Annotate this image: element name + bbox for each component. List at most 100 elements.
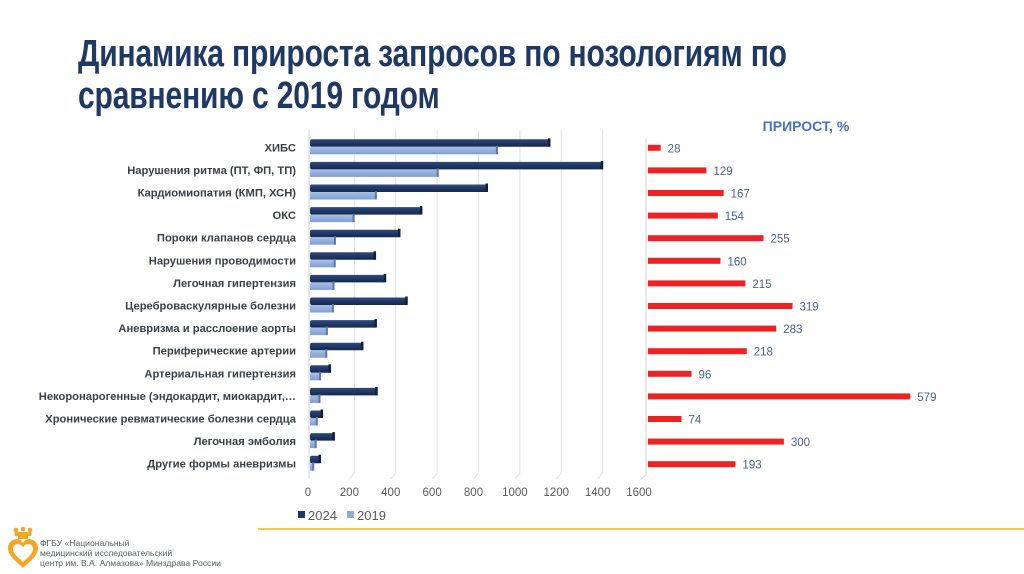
gridline-floor <box>431 472 438 480</box>
bar-2024-end-cap <box>383 273 387 283</box>
heart-crown-logo-icon <box>8 526 38 568</box>
bar-2024-end-cap <box>328 364 331 373</box>
bar-2019-end-cap <box>331 304 334 313</box>
gridline-floor <box>348 472 355 480</box>
bar-2019 <box>310 146 498 155</box>
bar-2024 <box>310 184 488 192</box>
growth-bar <box>648 416 682 422</box>
growth-data-label: 215 <box>752 279 771 291</box>
bar-2019-end-cap <box>436 168 439 177</box>
bar-2019-end-cap <box>312 462 315 471</box>
bar-2019-end-cap <box>332 281 335 290</box>
bar-2024 <box>310 207 422 215</box>
bar-2019-end-cap <box>374 191 377 200</box>
organization-name-line-3: центр им. В.А. Алмазова» Минздрава Росси… <box>40 558 221 568</box>
x-tick-label: 400 <box>381 487 400 499</box>
bar-2019-end-cap <box>333 236 336 245</box>
bar-2019 <box>310 350 327 358</box>
bar-2024-end-cap <box>318 454 322 464</box>
growth-data-label: 283 <box>783 324 802 336</box>
bar-2024 <box>310 139 550 147</box>
growth-chart-title: ПРИРОСТ, % <box>763 118 850 134</box>
category-label: Некоронарогенные (эндокардит, миокардит,… <box>39 391 296 403</box>
gridline-floor <box>597 472 604 480</box>
growth-data-label: 167 <box>731 189 750 201</box>
slide-title: Динамика прироста запросов по нозологиям… <box>78 33 787 117</box>
bar-2024 <box>310 229 400 238</box>
category-label: Пороки клапанов сердца <box>157 233 297 245</box>
growth-bar <box>648 393 911 400</box>
growth-bar <box>648 235 764 242</box>
bar-2024-end-cap <box>600 160 604 170</box>
x-tick-label: 1000 <box>502 487 528 499</box>
bar-2024-end-cap <box>405 296 408 305</box>
bar-2024-end-cap <box>547 138 551 147</box>
growth-bar <box>648 370 692 377</box>
category-label: Артериальная гипертензия <box>144 368 296 380</box>
left-chart-legend: 2024 2019 <box>298 508 386 523</box>
bar-2019 <box>310 214 355 223</box>
growth-data-label: 319 <box>800 302 819 314</box>
bar-2024-end-cap <box>332 432 335 441</box>
category-label: Аневризма и расслоение аорты <box>118 323 296 335</box>
bar-2024 <box>310 387 378 396</box>
bar-2024-end-cap <box>397 228 401 238</box>
bar-2019-end-cap <box>333 258 336 268</box>
gridline-floor <box>473 472 479 480</box>
bar-2019 <box>310 237 336 245</box>
bar-2024-end-cap <box>375 386 378 396</box>
bar-2024 <box>310 433 335 441</box>
growth-bar <box>648 144 661 151</box>
bar-2024-end-cap <box>360 341 364 351</box>
left-chart-category-labels: ХИБС Нарушения ритма (ПТ, ФП, ТП) Кардиоми… <box>39 142 297 470</box>
gridline-floor <box>514 472 521 480</box>
growth-data-label: 28 <box>668 143 681 155</box>
growth-bar <box>648 257 721 264</box>
x-tick-label: 1600 <box>626 487 652 499</box>
bar-2024-end-cap <box>419 206 423 215</box>
bar-2024 <box>310 365 331 373</box>
footer-divider <box>258 528 1024 530</box>
organization-name-line-2: медицинский исследовательский <box>40 548 173 558</box>
growth-data-label: 300 <box>791 437 810 449</box>
category-label: Нарушения ритма (ПТ, ФП, ТП) <box>127 165 296 177</box>
bar-2019-end-cap <box>315 417 318 426</box>
bar-2024 <box>310 161 603 170</box>
x-tick-label: 1400 <box>585 487 611 499</box>
growth-data-label: 218 <box>754 347 773 359</box>
bar-2019 <box>310 282 334 290</box>
organization-name-line-1: ФГБУ «Национальный <box>40 538 130 548</box>
bar-2019-end-cap <box>495 145 498 155</box>
growth-bar <box>648 190 724 196</box>
bar-2019 <box>310 440 317 449</box>
bar-2024 <box>310 252 376 260</box>
organization-name: ФГБУ «Национальный медицинский исследова… <box>40 538 221 568</box>
growth-data-label: 74 <box>689 415 702 427</box>
bar-2019-end-cap <box>352 213 355 223</box>
bar-2024 <box>310 297 408 305</box>
category-label: ОКС <box>273 210 296 222</box>
bar-2019 <box>310 327 328 336</box>
category-label: Легочная гипертензия <box>173 278 296 290</box>
category-label: Легочная эмболия <box>194 436 296 448</box>
category-label: Периферические артерии <box>153 346 296 358</box>
bar-2019 <box>310 192 377 200</box>
legend-label: 2019 <box>357 508 386 523</box>
bar-2024-end-cap <box>485 183 488 192</box>
bar-2024-end-cap <box>373 251 377 260</box>
growth-data-label: 96 <box>698 369 711 381</box>
growth-bar <box>648 212 718 219</box>
growth-data-label: 193 <box>742 460 761 472</box>
bar-2019 <box>310 305 334 313</box>
growth-chart-data-labels: 28 129 167 154 255 160 215 319 283 218 96 579 74 300 1… <box>668 143 937 471</box>
bar-2024 <box>310 455 321 464</box>
growth-chart-bars <box>648 144 911 468</box>
gridline-floor <box>555 472 562 480</box>
bar-2019-end-cap <box>325 326 328 336</box>
legend-swatch-2024 <box>298 511 305 518</box>
bar-2019 <box>310 463 314 471</box>
x-tick-label: 600 <box>423 487 442 499</box>
category-label: Кардиомиопатия (КМП, ХСН) <box>138 188 297 200</box>
growth-data-label: 160 <box>727 256 746 268</box>
